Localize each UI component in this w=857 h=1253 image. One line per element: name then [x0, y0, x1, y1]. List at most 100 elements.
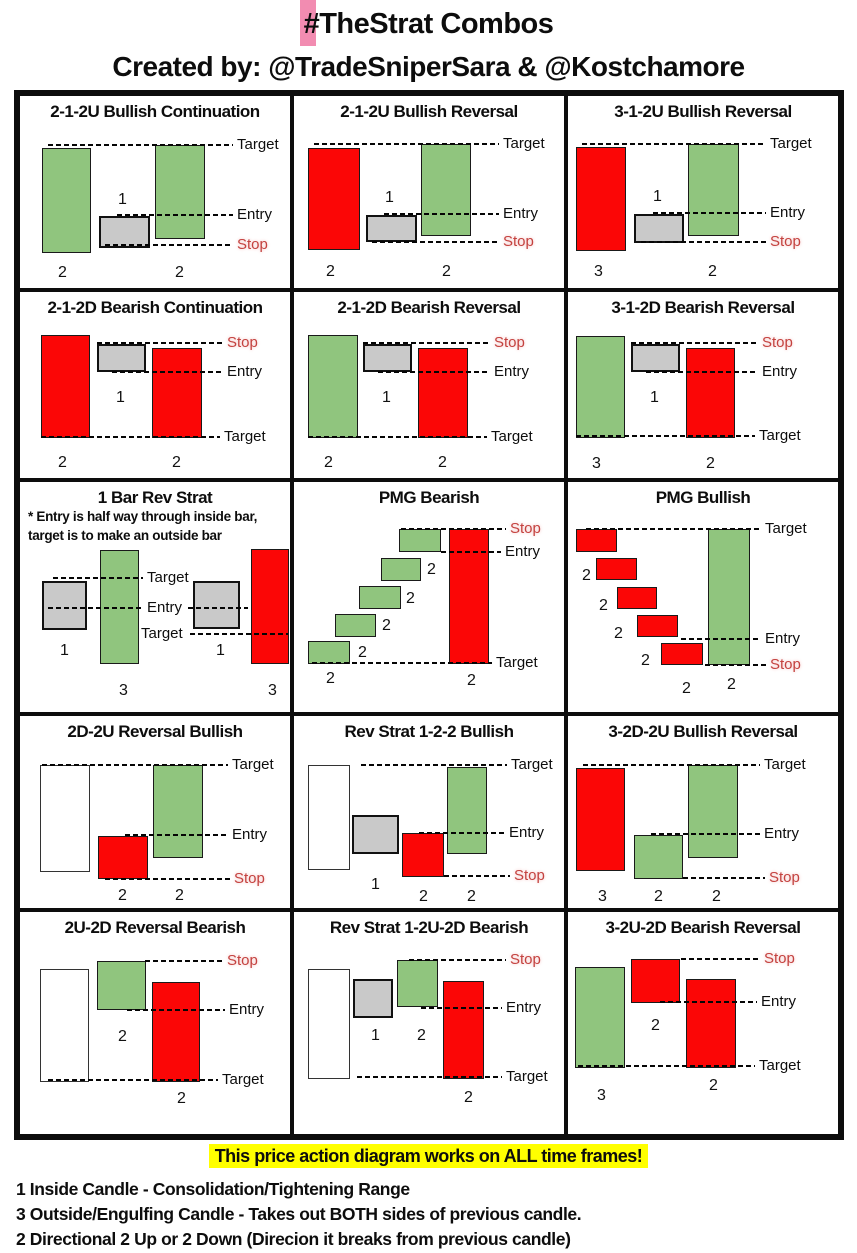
candle-number: 2 [641, 652, 650, 669]
candle-number: 2 [417, 1027, 426, 1044]
green-candle [97, 961, 146, 1010]
red-candle [449, 529, 489, 664]
stop-label: Stop [510, 520, 541, 537]
candle-number: 2 [118, 1028, 127, 1045]
entry-dashed-line [112, 371, 223, 373]
entry-label: Entry [506, 999, 542, 1016]
target-label: Target [506, 1068, 548, 1085]
panel-title: 2-1-2D Bearish Continuation [47, 298, 263, 317]
pattern-panel: PMG Bearish Stop Entry Target 2 2 2 2 2 2 [292, 480, 566, 714]
entry-label: Entry [505, 543, 541, 560]
panel-note-line: target is to make an outside bar [28, 528, 222, 543]
gray-candle [363, 344, 412, 372]
target-label: Target [224, 428, 266, 445]
stop-dashed-line [97, 342, 223, 344]
green-candle [308, 335, 358, 438]
stop-label: Stop [762, 334, 793, 351]
target-dashed-line [48, 144, 233, 146]
stop-label: Stop [764, 950, 795, 967]
green-candle [155, 145, 205, 239]
target-label: Target [759, 427, 801, 444]
panel-note-line: * Entry is half way through inside bar, [28, 509, 258, 524]
candle-number: 2 [442, 263, 451, 280]
stop-dashed-line [145, 960, 223, 962]
red-candle [98, 836, 148, 879]
green-candle [634, 835, 683, 879]
candle-number: 1 [60, 642, 69, 659]
target-dashed-line [48, 1079, 218, 1081]
stop-label: Stop [770, 656, 801, 673]
entry-label: Entry [762, 363, 798, 380]
entry-label: Entry [509, 824, 545, 841]
gray-candle [99, 216, 150, 248]
candle-number: 2 [326, 263, 335, 280]
candle-number: 2 [467, 672, 476, 689]
candle-number: 2 [708, 263, 717, 280]
candle-number: 2 [712, 888, 721, 905]
panel-title: 3-2D-2U Bullish Reversal [608, 722, 798, 741]
gray-candle [366, 215, 417, 242]
pattern-panel: 3-2D-2U Bullish Reversal Target Entry Stop 3… [566, 714, 840, 910]
legend-line-inside-candle: 1 Inside Candle - Consolidation/Tighteni… [16, 1179, 410, 1199]
target-dashed-line [578, 1065, 755, 1067]
red-candle [661, 643, 703, 665]
stop-dashed-line [444, 875, 510, 877]
target-dashed-line [576, 435, 755, 437]
candle-number: 2 [58, 454, 67, 471]
panel-title: 2-1-2U Bullish Reversal [340, 102, 518, 121]
red-candle [637, 615, 678, 637]
entry-dashed-line [660, 1001, 757, 1003]
legend-line-directional-candle: 2 Directional 2 Up or 2 Down (Direcion i… [16, 1229, 571, 1249]
stop-dashed-line [705, 664, 766, 666]
target-label: Target [770, 135, 812, 152]
entry-label: Entry [237, 206, 273, 223]
stop-label: Stop [769, 869, 800, 886]
stop-label: Stop [234, 870, 265, 887]
green-candle [708, 529, 750, 665]
candle-number: 2 [467, 888, 476, 905]
candle-number: 1 [650, 389, 659, 406]
stop-label: Stop [237, 236, 268, 253]
green-candle [397, 960, 438, 1007]
entry-dashed-line [651, 833, 760, 835]
white-candle [40, 969, 89, 1082]
target-label: Target [237, 136, 279, 153]
target-label: Target [765, 520, 807, 537]
candle-number: 1 [216, 642, 225, 659]
candle-number: 1 [385, 189, 394, 206]
panel-title: 2U-2D Reversal Bearish [64, 918, 246, 937]
stop-dashed-line [105, 244, 233, 246]
candle-number: 2 [438, 454, 447, 471]
entry-label: Entry [494, 363, 530, 380]
candle-number: 2 [654, 888, 663, 905]
entry-label: Entry [765, 630, 801, 647]
candle-number: 3 [268, 682, 277, 699]
target-label: Target [147, 569, 189, 586]
stop-label: Stop [494, 334, 525, 351]
candle-number: 2 [464, 1089, 473, 1106]
pattern-panel: Rev Strat 1-2-2 Bullish Target Entry Stop 1 2… [292, 714, 566, 910]
stop-dashed-line [409, 959, 506, 961]
legend-line-outside-candle: 3 Outside/Engulfing Candle - Takes out B… [16, 1204, 582, 1224]
candle-number: 1 [118, 191, 127, 208]
candle-number: 2 [427, 561, 436, 578]
candle-number: 2 [324, 454, 333, 471]
target-label: Target [511, 756, 553, 773]
candle-number: 3 [119, 682, 128, 699]
green-candle [153, 765, 203, 858]
green-candle [335, 614, 376, 637]
page-title: #TheStrat Combos [303, 8, 554, 40]
stop-label: Stop [770, 233, 801, 250]
green-candle [421, 144, 471, 236]
candle-number: 2 [177, 1090, 186, 1107]
pattern-panel: 3-2U-2D Bearish Reversal Stop Entry Target 2… [566, 910, 840, 1136]
candle-number: 2 [172, 454, 181, 471]
target-dashed-line [312, 662, 492, 664]
panel-title: 3-2U-2D Bearish Reversal [605, 918, 801, 937]
green-candle [575, 967, 625, 1068]
target-dashed-line [41, 436, 220, 438]
target-label: Target [764, 756, 806, 773]
entry-dashed-line [419, 832, 505, 834]
candle-number: 2 [175, 264, 184, 281]
